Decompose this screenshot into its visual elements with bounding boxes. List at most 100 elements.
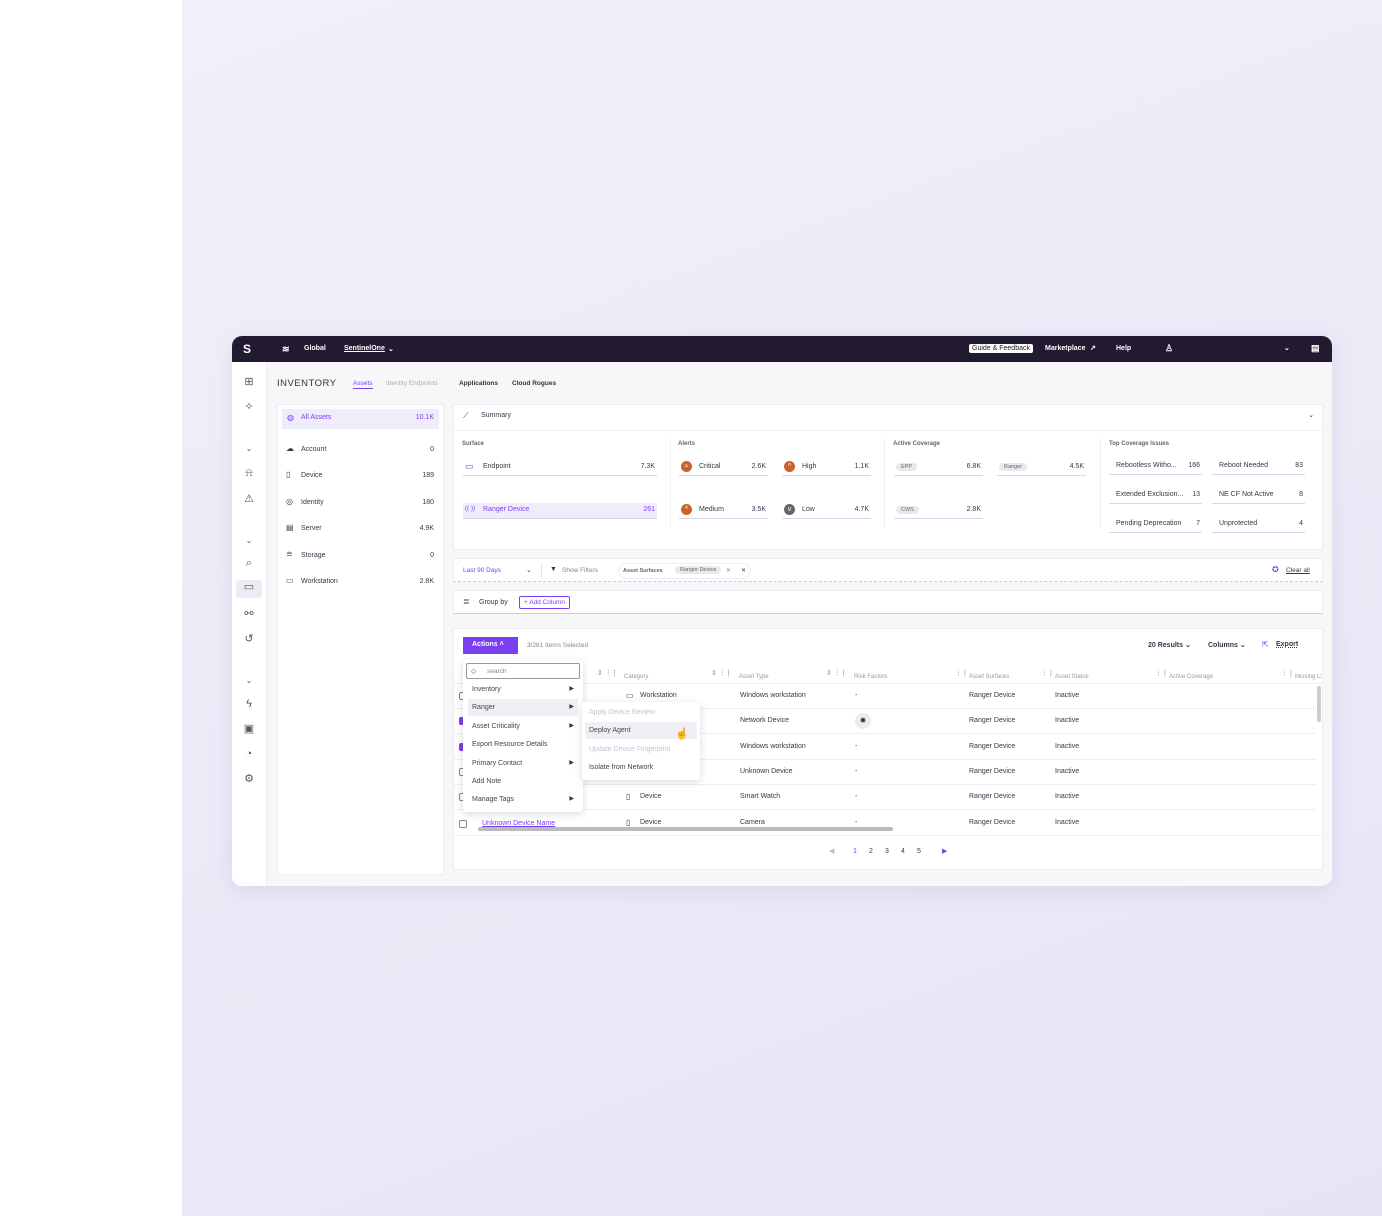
sort-icon[interactable]: ⇕ ⋮ | bbox=[597, 670, 616, 677]
chevron-down-icon[interactable]: ⌄ bbox=[245, 676, 253, 685]
sidebar-item-device[interactable]: ▯ Device 189 bbox=[282, 468, 439, 484]
vertical-scrollbar[interactable] bbox=[1317, 686, 1321, 722]
coverage-issue[interactable]: Extended Exclusion... 13 bbox=[1109, 488, 1202, 504]
gear-icon[interactable]: ⚙ bbox=[244, 773, 254, 785]
close-icon[interactable]: ✕ bbox=[726, 568, 732, 574]
filter-chip[interactable]: Asset Surfaces Ranger Device ✕ ✕ bbox=[618, 563, 751, 579]
submenu-item-isolate-from-network[interactable]: Isolate from Network bbox=[585, 759, 697, 776]
sidebar-item-storage[interactable]: ≘ Storage 0 bbox=[282, 548, 439, 564]
coverage-epp[interactable]: EPP 6.8K bbox=[894, 460, 983, 476]
horizontal-scrollbar[interactable] bbox=[478, 827, 893, 831]
pie-icon[interactable]: ◔ bbox=[245, 748, 253, 760]
graph-icon[interactable]: ⚯ bbox=[244, 608, 254, 620]
inventory-icon[interactable]: ▭ bbox=[236, 580, 262, 598]
surface-ranger-device[interactable]: ((·)) Ranger Device 261 bbox=[463, 503, 657, 519]
results-select[interactable]: 20 Results ⌄ bbox=[1148, 642, 1191, 649]
coverage-cws[interactable]: CWS 2.8K bbox=[894, 503, 983, 519]
coverage-ranger[interactable]: Ranger 4.5K bbox=[997, 460, 1086, 476]
coverage-issue[interactable]: Unprotected 4 bbox=[1212, 517, 1305, 533]
page-1-button[interactable]: 1 bbox=[853, 848, 857, 855]
add-column-button[interactable]: + Add Column bbox=[519, 596, 571, 609]
scope-label[interactable]: Global bbox=[304, 345, 326, 352]
columns-select[interactable]: Columns ⌄ bbox=[1208, 642, 1246, 649]
search-icon[interactable]: ⌕ bbox=[245, 557, 253, 569]
alert-high[interactable]: ^ High 1.1K bbox=[782, 460, 871, 476]
bug-icon[interactable]: ✹ bbox=[855, 713, 871, 730]
alert-critical[interactable]: ≈ Critical 2.6K bbox=[679, 460, 768, 476]
chevron-down-icon[interactable]: ⌄ bbox=[1284, 345, 1290, 352]
chevron-down-icon[interactable]: ⌄ bbox=[245, 444, 253, 453]
prev-page-icon[interactable]: ◀ bbox=[829, 848, 835, 855]
column-menu-icon[interactable]: ⋮ | bbox=[955, 670, 966, 677]
tab-cloud-rogues[interactable]: Cloud Rogues bbox=[512, 380, 557, 387]
column-header-active-coverage[interactable]: Active Coverage bbox=[1169, 674, 1214, 680]
menu-search-input[interactable]: ○ search bbox=[466, 663, 580, 679]
tab-identity-endpoints[interactable]: Identity Endpoints bbox=[386, 380, 438, 387]
marketplace-link[interactable]: Marketplace bbox=[1045, 345, 1086, 352]
sort-icon[interactable]: ⇕ ⋮ | bbox=[711, 670, 730, 677]
coverage-issue[interactable]: Rebootless Witho... 166 bbox=[1109, 459, 1202, 475]
column-menu-icon[interactable]: ⋮ | bbox=[1281, 670, 1292, 677]
sort-icon[interactable]: ⇕ ⋮ | bbox=[826, 670, 845, 677]
help-menu[interactable]: Help bbox=[1116, 345, 1132, 352]
chevron-down-icon[interactable]: ⌄ bbox=[245, 536, 253, 545]
date-range-select[interactable]: Last 90 Days bbox=[463, 567, 501, 574]
column-header-asset-type[interactable]: Asset Type bbox=[739, 674, 769, 680]
page-4-button[interactable]: 4 bbox=[901, 848, 905, 855]
chevron-down-icon[interactable]: ⌄ bbox=[1308, 412, 1314, 419]
dashboard-icon[interactable]: ⊞ bbox=[244, 376, 254, 388]
history-icon[interactable]: ↺ bbox=[244, 633, 254, 645]
column-header-category[interactable]: Category bbox=[624, 674, 649, 680]
page-2-button[interactable]: 2 bbox=[869, 848, 873, 855]
page-5-button[interactable]: 5 bbox=[917, 848, 921, 855]
clear-all-button[interactable]: Clear all bbox=[1286, 567, 1310, 574]
asset-name-link[interactable]: Unknown Device Name bbox=[482, 819, 556, 827]
alert-low[interactable]: v Low 4.7K bbox=[782, 503, 871, 519]
sidebar-item-server[interactable]: ▤ Server 4.9K bbox=[282, 521, 439, 537]
chevron-down-icon[interactable]: ⌄ bbox=[388, 346, 394, 353]
alert-medium[interactable]: ^ Medium 3.5K bbox=[679, 503, 768, 519]
menu-item-primary-contact[interactable]: Primary Contact ▶ bbox=[468, 755, 578, 772]
submenu-item-deploy-agent[interactable]: Deploy Agent bbox=[585, 722, 697, 740]
menu-item-add-note[interactable]: Add Note bbox=[468, 773, 578, 790]
tab-assets[interactable]: Assets bbox=[353, 380, 373, 389]
column-header-asset-surfaces[interactable]: Asset Surfaces bbox=[969, 674, 1010, 680]
sidebar-item-workstation[interactable]: ▭ Workstation 2.8K bbox=[282, 574, 439, 590]
actions-button[interactable]: Actions ˄ bbox=[463, 637, 518, 654]
warning-icon[interactable]: ⚠ bbox=[244, 493, 254, 505]
column-menu-icon[interactable]: ⋮ | bbox=[1041, 670, 1052, 677]
alarm-icon[interactable]: ⍾ bbox=[245, 467, 253, 479]
row-checkbox[interactable] bbox=[459, 819, 467, 828]
show-filters-button[interactable]: Show Filters bbox=[562, 567, 598, 574]
page-3-button[interactable]: 3 bbox=[885, 848, 889, 855]
export-button[interactable]: Export bbox=[1276, 641, 1299, 648]
sidebar-item-account[interactable]: ☁ Account 0 bbox=[282, 442, 439, 458]
coverage-issue[interactable]: Reboot Needed 83 bbox=[1212, 459, 1305, 475]
column-menu-icon[interactable]: ⋮ | bbox=[1155, 670, 1166, 677]
account-selector[interactable]: SentinelOne bbox=[344, 345, 385, 352]
guide-feedback-button[interactable]: Guide & Feedback bbox=[969, 344, 1033, 353]
surface-endpoint[interactable]: ▭ Endpoint 7.3K bbox=[463, 460, 657, 476]
chevron-down-icon[interactable]: ⌄ bbox=[526, 567, 532, 574]
menu-item-manage-tags[interactable]: Manage Tags ▶ bbox=[468, 791, 578, 808]
sparkle-icon[interactable]: ✧ bbox=[244, 401, 254, 413]
menu-item-export-resource-details[interactable]: Export Resource Details bbox=[468, 736, 578, 753]
coverage-issue[interactable]: Pending Deprecation 7 bbox=[1109, 517, 1202, 533]
column-header-missing[interactable]: Missing C bbox=[1295, 674, 1322, 680]
printer-icon[interactable]: ▤ bbox=[1311, 343, 1320, 353]
bolt-icon[interactable]: ϟ bbox=[246, 698, 252, 710]
menu-item-asset-criticality[interactable]: Asset Criticality ▶ bbox=[468, 718, 578, 735]
tab-applications[interactable]: Applications bbox=[459, 380, 499, 387]
table-row[interactable]: Unknown Device Name ▯ Device Camera - Ra… bbox=[454, 811, 1316, 836]
user-icon[interactable]: ♙ bbox=[1165, 343, 1174, 353]
table-row[interactable]: ▯ Device Smart Watch - Ranger Device Ina… bbox=[454, 785, 1316, 811]
menu-item-ranger[interactable]: Ranger ▶ bbox=[468, 699, 578, 717]
menu-item-inventory[interactable]: Inventory ▶ bbox=[468, 681, 578, 698]
close-icon[interactable]: ✕ bbox=[741, 568, 747, 574]
next-page-icon[interactable]: ▶ bbox=[942, 848, 948, 855]
coverage-issue[interactable]: NE CF Not Active 8 bbox=[1212, 488, 1305, 504]
column-header-risk-factors[interactable]: Risk Factors bbox=[854, 674, 888, 680]
sidebar-item-all-assets[interactable]: ◍ All Assets 10.1K bbox=[282, 409, 439, 429]
sidebar-item-identity[interactable]: ◎ Identity 180 bbox=[282, 495, 439, 511]
column-header-asset-status[interactable]: Asset Status bbox=[1055, 674, 1089, 680]
